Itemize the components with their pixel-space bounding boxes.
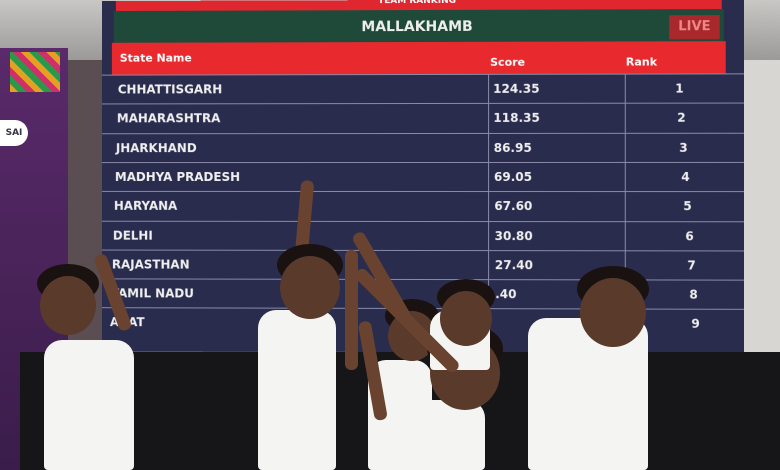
- smiling-face: [280, 256, 340, 319]
- rank: 1: [675, 82, 683, 96]
- boy-in-white-shirt: [258, 310, 336, 470]
- header-rank: Rank: [626, 55, 657, 68]
- rank: 8: [689, 288, 697, 302]
- table-row: DELHI 30.80 6: [102, 220, 744, 250]
- rank: 3: [679, 140, 687, 154]
- state-name: HARYANA: [114, 199, 177, 213]
- score: 67.60: [494, 199, 532, 213]
- table-row: HARYANA 67.60 5: [102, 191, 744, 220]
- score: 27.40: [495, 258, 533, 272]
- state-name: JHARKHAND: [116, 141, 197, 155]
- state-name: MADHYA PRADESH: [115, 170, 240, 184]
- score: 69.05: [494, 170, 532, 184]
- header-state: State Name: [120, 52, 192, 65]
- boy-in-white-shirt: [44, 340, 134, 470]
- event-title-bar: MALLAKHAMB LIVE: [114, 9, 724, 43]
- header-score: Score: [490, 56, 525, 69]
- state-name: DELHI: [113, 228, 153, 242]
- state-name: TAMIL NADU: [111, 286, 194, 300]
- state-name: MAHARASHTRA: [117, 112, 220, 126]
- live-badge: LIVE: [669, 15, 720, 39]
- boy-in-white-shirt: [395, 400, 485, 470]
- rank: 7: [687, 258, 695, 272]
- rank: 6: [685, 229, 693, 243]
- table-row: RAJASTHAN 27.40 7: [102, 249, 744, 279]
- table-row: MADHYA PRADESH 69.05 4: [102, 162, 744, 191]
- score: 118.35: [493, 111, 539, 125]
- score: .40: [495, 287, 516, 301]
- table-header: State Name Score Rank: [112, 41, 726, 74]
- games-logo: [10, 52, 60, 92]
- state-name: RAJASTHAN: [112, 257, 190, 271]
- table-row: JHARKHAND 86.95 3: [102, 132, 744, 161]
- event-title: MALLAKHAMB: [361, 19, 472, 35]
- state-name: CHHATTISGARH: [118, 82, 222, 96]
- sai-logo: SAI: [0, 120, 28, 146]
- table-row: CHHATTISGARH 124.35 1: [102, 73, 744, 103]
- table-row: MAHARASHTRA 118.35 2: [102, 103, 744, 133]
- rank: 4: [681, 170, 689, 184]
- pointing-arm: [345, 250, 358, 370]
- rank: 9: [691, 317, 699, 331]
- score: 30.80: [495, 229, 533, 243]
- score: 124.35: [493, 82, 539, 96]
- rank: 2: [677, 111, 685, 125]
- score: 86.95: [494, 141, 532, 155]
- rank: 5: [683, 199, 691, 213]
- smiling-face: [580, 278, 646, 347]
- smiling-face: [440, 291, 492, 346]
- smiling-face: [40, 276, 96, 335]
